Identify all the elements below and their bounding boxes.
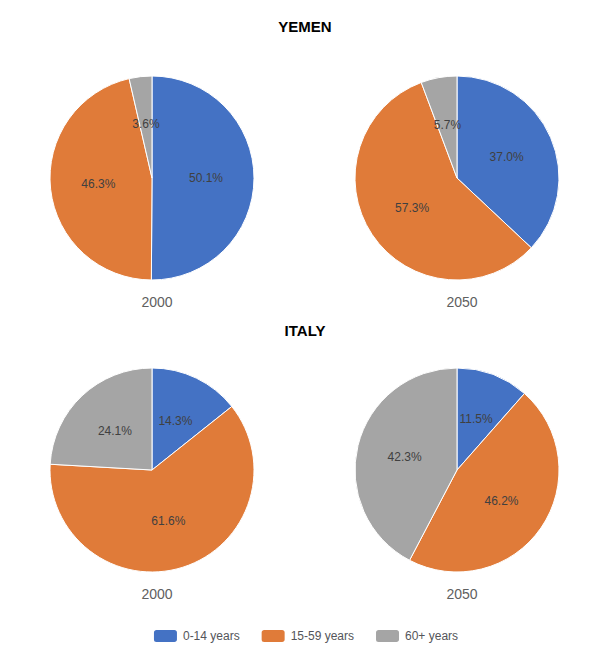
svg-text:42.3%: 42.3%: [388, 450, 422, 464]
svg-text:24.1%: 24.1%: [98, 424, 132, 438]
svg-text:0-14 years: 0-14 years: [183, 629, 240, 643]
svg-text:14.3%: 14.3%: [158, 414, 192, 428]
svg-text:60+ years: 60+ years: [405, 629, 458, 643]
svg-text:5.7%: 5.7%: [434, 118, 462, 132]
svg-text:2050: 2050: [446, 294, 477, 310]
svg-text:11.5%: 11.5%: [460, 412, 493, 426]
svg-text:37.0%: 37.0%: [490, 150, 524, 164]
svg-text:3.6%: 3.6%: [132, 117, 160, 131]
svg-text:2000: 2000: [141, 294, 172, 310]
svg-text:15-59 years: 15-59 years: [291, 629, 354, 643]
svg-text:46.3%: 46.3%: [81, 177, 115, 191]
svg-text:2050: 2050: [446, 586, 477, 602]
svg-text:61.6%: 61.6%: [151, 514, 185, 528]
svg-text:ITALY: ITALY: [285, 322, 326, 339]
svg-text:YEMEN: YEMEN: [278, 18, 331, 35]
svg-text:2000: 2000: [141, 586, 172, 602]
svg-text:46.2%: 46.2%: [484, 494, 518, 508]
svg-text:57.3%: 57.3%: [395, 201, 429, 215]
svg-text:50.1%: 50.1%: [189, 171, 223, 185]
